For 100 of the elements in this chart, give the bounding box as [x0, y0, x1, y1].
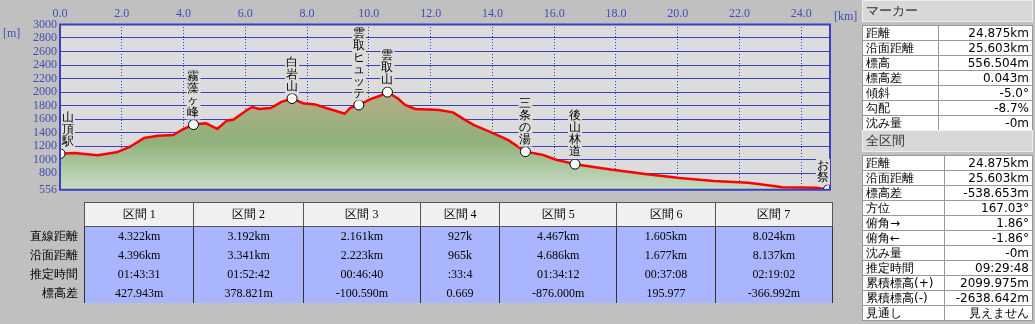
point: [353, 99, 365, 111]
text: 1.677km: [644, 247, 688, 262]
point: [286, 93, 298, 105]
category-label: 距離: [862, 155, 945, 171]
x-tick-label: 2.0: [114, 6, 130, 21]
category-label: 標高: [862, 55, 939, 71]
category-label: 標高差: [862, 185, 945, 201]
category-label: 直線距離: [30, 228, 78, 243]
category-label: 標高差: [862, 70, 939, 86]
x-tick-label: 8.0: [299, 6, 315, 21]
y-tick-label: 2400: [33, 57, 57, 72]
text: 427.943m: [115, 285, 164, 300]
text: 4.322km: [118, 228, 161, 243]
y-tick-label: 2800: [33, 30, 57, 45]
category-label: 勾配: [862, 100, 939, 116]
text: 全区間: [862, 130, 1033, 152]
x-tick-label: 12.0: [420, 6, 442, 21]
category-label: 累積標高(-): [862, 290, 945, 306]
category-label: 区間 7: [715, 202, 833, 227]
text: 3.341km: [227, 247, 270, 262]
text: 0.043m: [982, 71, 1029, 85]
category-label: 推定時間: [30, 266, 78, 281]
category-label: 見通し: [862, 305, 945, 321]
text: 00:37:08: [644, 266, 688, 281]
category-label: 区間 1: [84, 202, 194, 227]
text: :33:4: [447, 266, 473, 281]
point: [519, 146, 531, 158]
text: -0m: [1005, 116, 1029, 130]
text: 4.467km: [537, 228, 580, 243]
category-label: 区間 3: [303, 202, 421, 227]
category-label: 区間 4: [420, 202, 500, 227]
annotation: 三条の湯: [519, 95, 532, 146]
text: -0m: [1005, 246, 1029, 260]
annotation: 白岩山: [286, 54, 299, 93]
text: 00:46:40: [340, 266, 384, 281]
text: 8.024km: [752, 228, 795, 243]
text: -366.992m: [747, 285, 800, 300]
y-tick-label: 2000: [33, 84, 57, 99]
text: 3.192km: [227, 228, 270, 243]
annotation: 山頂駅: [61, 109, 74, 148]
text: 見えません: [969, 306, 1029, 320]
text: 24.875km: [968, 156, 1029, 170]
category-label: 沈み量: [862, 115, 939, 131]
point: [187, 119, 199, 131]
category-label: 沿面距離: [862, 170, 945, 186]
x-tick-label: 22.0: [729, 6, 750, 21]
annotation: お祭: [817, 157, 829, 184]
text: 4.686km: [537, 247, 580, 262]
x-tick-label: 6.0: [237, 6, 253, 21]
text: 0.669: [446, 285, 474, 300]
category-label: 俯角←: [862, 230, 945, 246]
category-label: 区間 6: [616, 202, 716, 227]
x-axis-title: [km]: [834, 9, 858, 24]
y-tick-label: 1400: [33, 124, 57, 139]
x-tick-label: 16.0: [543, 6, 565, 21]
text: 01:52:42: [227, 266, 270, 281]
text: 25.603km: [968, 41, 1029, 55]
y-tick-label: 2200: [33, 70, 57, 85]
category-label: 推定時間: [862, 260, 945, 276]
y-tick-label: 1600: [33, 111, 57, 126]
text: 378.821m: [224, 285, 273, 300]
text: -5.0°: [999, 86, 1029, 100]
text: 195.977: [646, 285, 686, 300]
x-tick-label: 10.0: [358, 6, 380, 21]
annotation: 雲取山: [381, 48, 394, 87]
category-label: 標高差: [42, 285, 78, 300]
annotation: 霧藻ヶ峰: [187, 68, 200, 119]
text: 167.03°: [981, 201, 1029, 215]
annotation: 雲取ヒュッテ: [352, 25, 365, 100]
x-tick-label: 14.0: [481, 6, 503, 21]
category-label: 俯角→: [862, 215, 945, 231]
category-label: 沿面距離: [862, 40, 939, 56]
category-label: 距離: [862, 25, 939, 41]
category-label: 区間 2: [193, 202, 304, 227]
text: 01:34:12: [536, 266, 580, 281]
text: 8.137km: [752, 247, 795, 262]
category-label: 沈み量: [862, 245, 945, 261]
annotation: 後山林道: [568, 108, 581, 159]
x-tick-label: 20.0: [667, 6, 689, 21]
text: -8.7%: [994, 101, 1029, 115]
y-tick-label: 2600: [33, 43, 57, 58]
x-tick-label: 4.0: [176, 6, 192, 21]
category-label: 傾斜: [862, 85, 939, 101]
text: -100.590m: [335, 285, 389, 300]
y-tick-label: 800: [39, 165, 57, 180]
text: 1.86°: [996, 216, 1029, 230]
text: 927k: [448, 228, 473, 243]
text: 2.161km: [340, 228, 384, 243]
text: 965k: [448, 247, 473, 262]
text: 01:43:31: [117, 266, 161, 281]
text: -2638.642m: [955, 291, 1029, 305]
y-tick-label: 1800: [33, 97, 57, 112]
text: マーカー: [862, 0, 1033, 22]
text: 2.223km: [340, 247, 384, 262]
text: 24.875km: [968, 26, 1029, 40]
text: -876.000m: [532, 285, 585, 300]
category-label: 区間 5: [499, 202, 617, 227]
text: -1.86°: [991, 231, 1029, 245]
y-tick-label: 1000: [33, 151, 57, 166]
category-label: 累積標高(+): [862, 275, 945, 291]
